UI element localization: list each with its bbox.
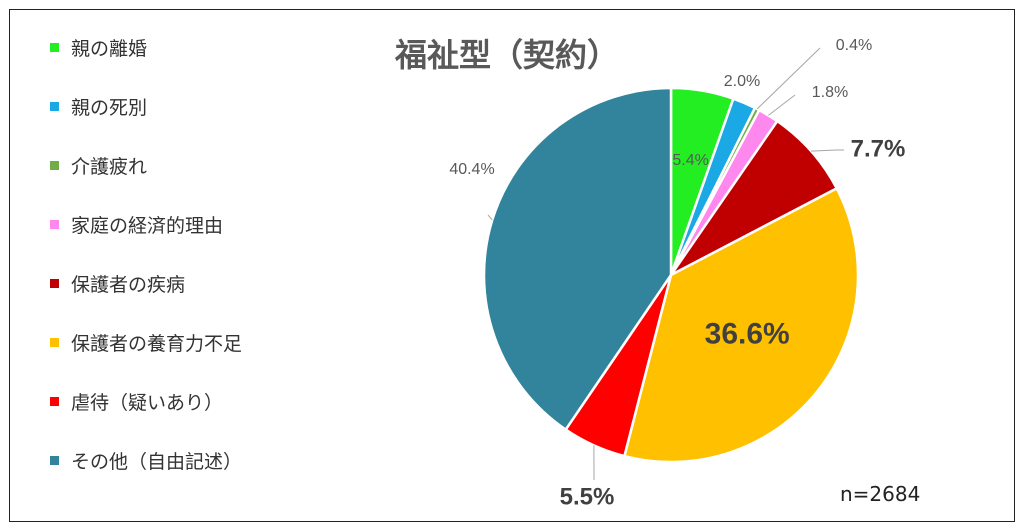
data-label: 40.4%: [449, 161, 494, 178]
leader-line: [487, 214, 493, 221]
legend-swatch: [50, 219, 59, 229]
legend-label: 親の死別: [71, 96, 148, 119]
leader-line: [768, 94, 796, 116]
legend-label: 保護者の養育力不足: [71, 332, 243, 355]
data-label: 0.4%: [836, 37, 872, 54]
legend-item: 家庭の経済的理由: [50, 209, 223, 239]
legend-item: 親の離婚: [50, 32, 147, 62]
data-label: 36.6%: [705, 317, 790, 350]
legend-swatch: [50, 278, 59, 288]
legend-label: 保護者の疾病: [71, 273, 186, 296]
legend-swatch: [50, 42, 59, 52]
legend-swatch: [50, 160, 59, 170]
data-label: 1.8%: [812, 84, 848, 101]
legend-item: 虐待（疑いあり）: [50, 386, 223, 416]
legend-item: 保護者の養育力不足: [50, 327, 242, 357]
data-label: 5.4%: [672, 152, 708, 169]
legend-swatch: [50, 455, 59, 465]
legend-label: 介護疲れ: [71, 155, 148, 178]
data-label: 7.7%: [851, 135, 906, 162]
legend-item: その他（自由記述）: [50, 445, 242, 475]
chart-title: 福祉型（契約）: [395, 36, 620, 74]
legend-label: 虐待（疑いあり）: [71, 391, 224, 414]
chart-frame: [9, 9, 1015, 522]
legend-swatch: [50, 396, 59, 406]
legend-item: 保護者の疾病: [50, 268, 185, 298]
legend-swatch: [50, 101, 59, 111]
legend-item: 介護疲れ: [50, 150, 147, 180]
data-label: 2.0%: [724, 73, 760, 90]
sample-size-note: n=2684: [840, 482, 921, 506]
pie-slice: [622, 186, 860, 464]
legend-label: 親の離婚: [71, 37, 148, 60]
legend-label: 家庭の経済的理由: [71, 214, 224, 237]
leader-line: [756, 47, 821, 110]
legend-label: その他（自由記述）: [71, 450, 243, 473]
data-label: 5.5%: [560, 483, 615, 510]
leader-line: [811, 149, 844, 152]
legend-swatch: [50, 337, 59, 347]
legend-item: 親の死別: [50, 91, 147, 121]
